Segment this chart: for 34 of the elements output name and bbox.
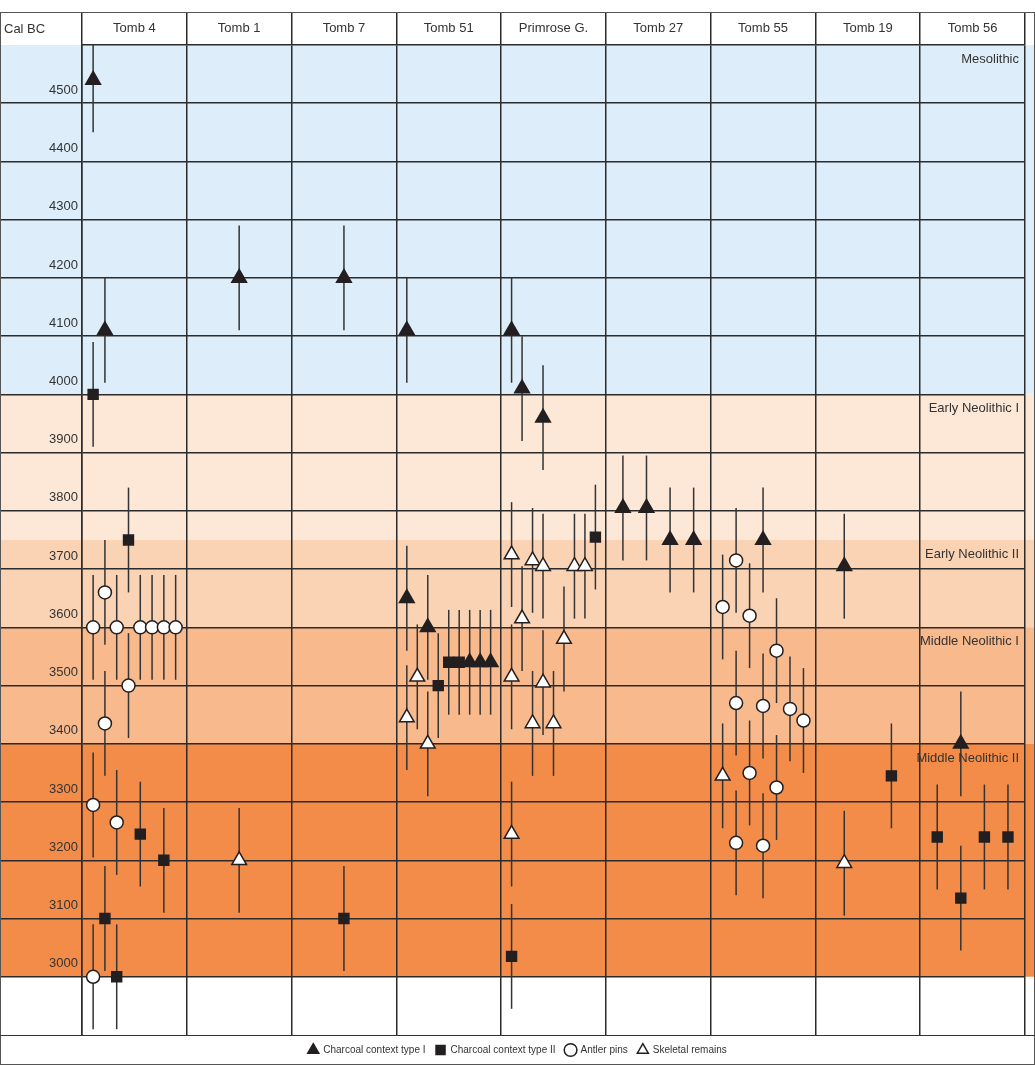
x-tick-label: Tomb 51 <box>423 19 474 35</box>
x-tick-label: Primrose G. <box>518 19 589 35</box>
y-tick-label: 3500 <box>49 664 78 680</box>
y-tick-label: 3700 <box>49 547 78 563</box>
x-tick-label: Tomb 55 <box>738 19 788 35</box>
x-tick-label: Tomb 19 <box>842 19 893 35</box>
x-tick-label: Tomb 56 <box>947 19 998 35</box>
band-label: Early Neolithic II <box>925 546 1019 562</box>
x-tick-label: Tomb 4 <box>113 19 156 35</box>
y-tick-label: 3200 <box>49 838 78 854</box>
y-tick-label: 4100 <box>49 314 78 330</box>
y-tick-label: 3800 <box>49 489 78 505</box>
band-label: Middle Neolithic I <box>920 633 1019 649</box>
legend-label: Antler pins <box>580 1043 628 1055</box>
y-tick-label: 3400 <box>49 722 78 738</box>
y-tick-label: 3100 <box>49 897 78 913</box>
y-tick-label: 3900 <box>49 431 78 447</box>
band-label: Early Neolithic I <box>928 400 1019 416</box>
y-tick-label: 4300 <box>49 198 78 214</box>
y-tick-label: 4200 <box>49 256 78 272</box>
legend-label: Skeletal remains <box>652 1043 727 1055</box>
x-tick-label: Tomb 7 <box>322 19 366 35</box>
legend-label: Charcoal context type I <box>323 1043 426 1055</box>
y-tick-label: 4400 <box>49 140 78 156</box>
x-tick-label: Tomb 27 <box>633 19 684 35</box>
x-tick-label: Tomb 1 <box>217 19 261 35</box>
y-tick-label: 3300 <box>49 780 78 796</box>
y-axis-title: Cal BC <box>4 20 46 36</box>
y-tick-label: 3000 <box>49 955 78 971</box>
y-tick-label: 3600 <box>49 605 78 621</box>
band-label: Mesolithic <box>961 51 1020 67</box>
legend-label: Charcoal context type II <box>450 1043 556 1055</box>
y-tick-label: 4000 <box>49 372 78 388</box>
y-tick-label: 4500 <box>49 81 78 97</box>
